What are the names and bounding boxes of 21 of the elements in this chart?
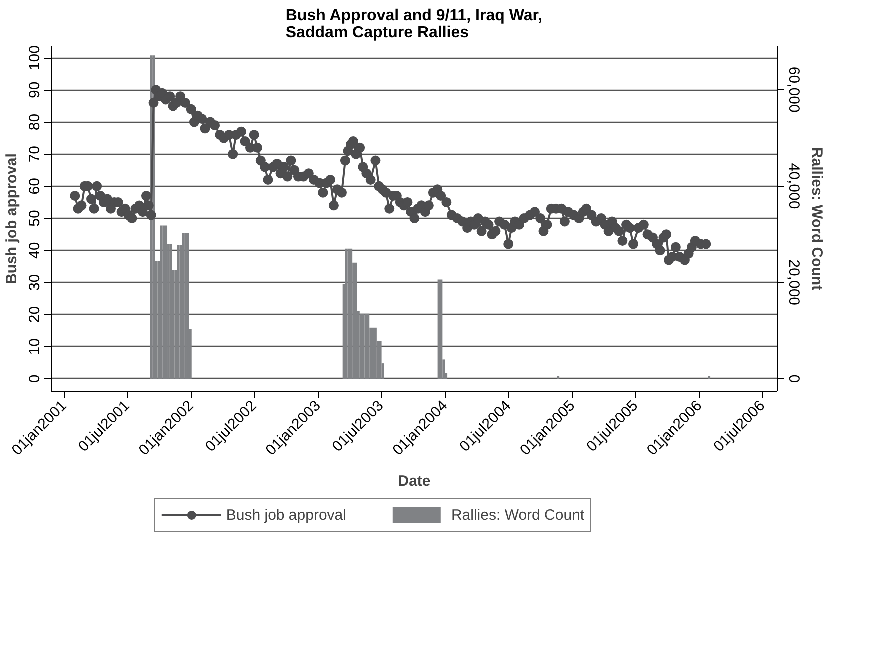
chart-title: Bush Approval and 9/11, Iraq War, Saddam Capture Rallies <box>286 8 543 42</box>
y-tick-label: 50 <box>26 210 44 227</box>
y-tick-label: 100 <box>26 46 44 71</box>
y-tick-label: 70 <box>26 146 44 163</box>
y-axis-title: Bush job approval <box>4 154 20 284</box>
y2-tick-label: 60,000 <box>786 66 802 113</box>
y-tick-label: 80 <box>26 114 44 131</box>
y-tick-label: 30 <box>26 274 44 292</box>
y2-tick-label: 0 <box>786 374 802 384</box>
y-tick-label: 0 <box>26 374 44 384</box>
y2-tick-label: 40,000 <box>786 163 802 210</box>
x-axis-title: Date <box>398 473 431 490</box>
y-tick-label: 20 <box>26 306 44 324</box>
y-tick-label: 40 <box>26 242 44 259</box>
y2-axis-title: Rallies: Word Count <box>808 147 826 291</box>
legend-label: Rallies: Word Count <box>451 506 585 525</box>
legend-label: Bush job approval <box>226 506 346 525</box>
y-tick-label: 60 <box>26 178 44 195</box>
y-tick-label: 90 <box>26 82 44 98</box>
y2-tick-label: 20,000 <box>786 260 802 306</box>
y-tick-label: 10 <box>26 338 44 356</box>
